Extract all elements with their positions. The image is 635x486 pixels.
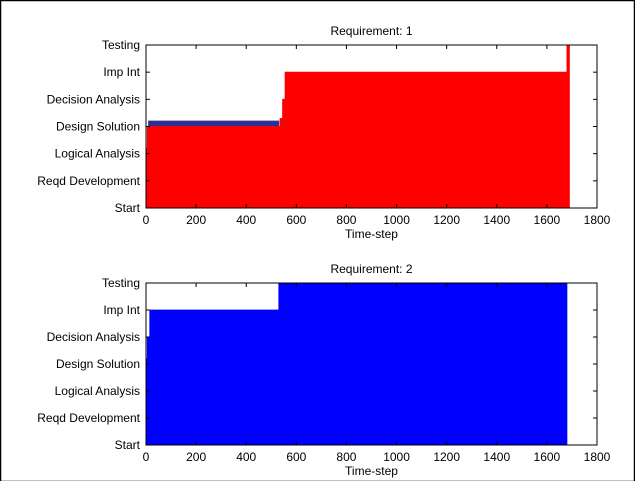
x-tick-label: 1800 xyxy=(584,450,611,464)
y-tick-label: Start xyxy=(115,438,141,452)
subplot-requirement-1: Requirement: 1 0 200 400 600 800 1000 1200 1400 1… xyxy=(37,24,610,241)
chart-title: Requirement: 2 xyxy=(330,262,412,276)
x-tick-label: 1000 xyxy=(383,213,410,227)
x-tick-label: 200 xyxy=(186,213,206,227)
y-tick-label: Logical Analysis xyxy=(55,384,140,398)
y-tick-label: Decision Analysis xyxy=(47,330,140,344)
x-axis-label: Time-step xyxy=(345,227,398,241)
x-tick-label: 0 xyxy=(143,213,150,227)
y-tick-label: Design Solution xyxy=(56,357,140,371)
y-tick-label: Decision Analysis xyxy=(47,92,140,106)
y-tick-label: Imp Int xyxy=(103,65,140,79)
x-tick-label: 1000 xyxy=(383,450,410,464)
y-tick-label: Testing xyxy=(102,276,140,290)
x-tick-label: 200 xyxy=(186,450,206,464)
x-tick-label: 1200 xyxy=(433,213,460,227)
y-tick-label: Imp Int xyxy=(103,303,140,317)
x-tick-label: 1400 xyxy=(483,213,510,227)
x-tick-label: 600 xyxy=(286,450,306,464)
x-tick-label: 600 xyxy=(286,213,306,227)
y-tick-label: Start xyxy=(115,201,141,215)
x-tick-label: 400 xyxy=(236,450,256,464)
y-tick-label: Testing xyxy=(102,38,140,52)
y-tick-label: Design Solution xyxy=(56,120,140,134)
x-tick-label: 1600 xyxy=(534,450,561,464)
x-tick-label: 1200 xyxy=(433,450,460,464)
x-tick-label: 1600 xyxy=(534,213,561,227)
chart-title: Requirement: 1 xyxy=(330,24,412,38)
y-tick-label: Logical Analysis xyxy=(55,147,140,161)
x-axis-label: Time-step xyxy=(345,464,398,478)
subplot-requirement-2: Requirement: 2 0 200 400 600 800 1000 1200 1400 1… xyxy=(37,262,610,478)
x-tick-label: 1400 xyxy=(483,450,510,464)
y-tick-label: Reqd Development xyxy=(37,411,140,425)
x-tick-label: 800 xyxy=(336,213,356,227)
x-tick-label: 400 xyxy=(236,213,256,227)
x-tick-label: 800 xyxy=(336,450,356,464)
y-tick-label: Reqd Development xyxy=(37,174,140,188)
x-tick-label: 1800 xyxy=(584,213,611,227)
x-tick-label: 0 xyxy=(143,450,150,464)
